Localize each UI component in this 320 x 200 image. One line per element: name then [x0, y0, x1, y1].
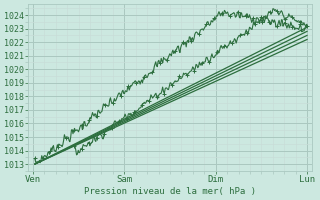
X-axis label: Pression niveau de la mer( hPa ): Pression niveau de la mer( hPa ) [84, 187, 256, 196]
